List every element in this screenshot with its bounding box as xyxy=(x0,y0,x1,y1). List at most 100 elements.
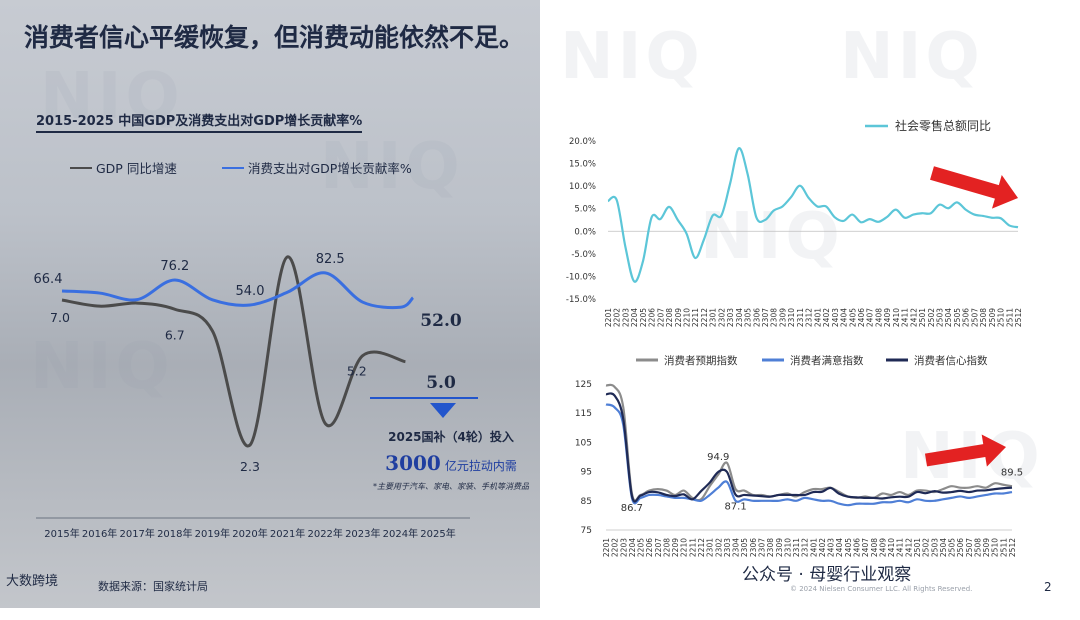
retail-x-tick-label: 2201 xyxy=(604,308,613,327)
retail-x-tick-label: 2509 xyxy=(988,308,997,327)
confidence-series-line xyxy=(605,403,1013,507)
confidence-y-tick-label: 75 xyxy=(581,526,592,536)
retail-y-tick-label: 20.0% xyxy=(569,137,596,147)
confidence-x-tick-label: 2507 xyxy=(965,538,974,557)
retail-x-tick-label: 2210 xyxy=(683,308,692,327)
retail-x-tick-label: 2307 xyxy=(761,308,770,327)
retail-x-tick-label: 2302 xyxy=(717,308,726,327)
confidence-legend-label: 消费者信心指数 xyxy=(914,354,988,367)
trend-arrow-icon xyxy=(930,166,1018,209)
confidence-x-tick-label: 2212 xyxy=(697,538,706,557)
retail-y-tick-label: 10.0% xyxy=(569,182,596,192)
confidence-x-tick-label: 2503 xyxy=(930,538,939,557)
consumption-legend-swatch xyxy=(222,166,244,169)
gdp-data-label: 6.7 xyxy=(165,327,185,342)
confidence-series-line xyxy=(605,383,1013,502)
gdp-chart: 2015年 2016年 2017年 2018年 2019年 2020年 2021年 2022年… xyxy=(34,252,478,540)
confidence-x-tick-label: 2301 xyxy=(706,538,715,557)
page-number: 2 xyxy=(1044,580,1052,594)
consumption-data-label: 82.5 xyxy=(316,252,345,267)
retail-x-tick-label: 2204 xyxy=(630,308,639,327)
confidence-x-tick-label: 2210 xyxy=(680,538,689,557)
retail-y-tick-label: -10.0% xyxy=(566,272,596,282)
retail-x-tick-label: 2205 xyxy=(639,308,648,327)
retail-y-tick-label: 15.0% xyxy=(569,160,596,170)
gdp-x-tick-label: 2016年 xyxy=(82,527,117,540)
retail-x-tick-label: 2301 xyxy=(709,308,718,327)
retail-x-tick-label: 2510 xyxy=(997,308,1006,327)
confidence-x-tick-label: 2501 xyxy=(913,538,922,557)
confidence-x-tick-label: 2202 xyxy=(611,538,620,557)
retail-x-tick-label: 2207 xyxy=(656,308,665,327)
confidence-x-tick-label: 2302 xyxy=(714,538,723,557)
gdp-x-tick-label: 2015年 xyxy=(44,527,79,540)
confidence-x-tick-label: 2309 xyxy=(775,538,784,557)
watermark: NIQ xyxy=(40,60,184,134)
confidence-x-tick-label: 2502 xyxy=(922,538,931,557)
confidence-x-tick-label: 2506 xyxy=(956,538,965,557)
confidence-x-tick-label: 2205 xyxy=(637,538,646,557)
confidence-x-tick-label: 2407 xyxy=(861,538,870,557)
confidence-y-tick-label: 115 xyxy=(575,409,592,419)
confidence-x-tick-label: 2209 xyxy=(671,538,680,557)
right-panel-background xyxy=(540,0,1080,608)
gdp-legend-label: GDP 同比增速 xyxy=(96,161,177,176)
confidence-x-tick-label: 2211 xyxy=(688,538,697,557)
retail-x-tick-label: 2505 xyxy=(953,308,962,327)
gdp-data-label: 7.0 xyxy=(50,310,70,325)
confidence-x-tick-label: 2310 xyxy=(783,538,792,557)
subsidy-line1: 2025国补（4轮）投入 xyxy=(388,430,514,444)
confidence-x-tick-label: 2308 xyxy=(766,538,775,557)
triangle-down-icon xyxy=(430,403,456,418)
retail-x-tick-label: 2309 xyxy=(778,308,787,327)
confidence-x-tick-label: 2509 xyxy=(982,538,991,557)
gdp-x-tick-label: 2020年 xyxy=(232,527,267,540)
confidence-y-tick-label: 85 xyxy=(581,497,592,507)
retail-x-tick-label: 2503 xyxy=(935,308,944,327)
confidence-x-tick-label: 2505 xyxy=(948,538,957,557)
confidence-x-tick-label: 2307 xyxy=(757,538,766,557)
confidence-series-line xyxy=(605,392,1013,503)
footer-brand: 大数跨境 xyxy=(6,574,59,589)
gdp-data-label: 2.3 xyxy=(240,459,260,474)
gdp-series-line xyxy=(61,255,406,448)
confidence-y-tick-label: 125 xyxy=(575,380,592,390)
retail-x-tick-label: 2211 xyxy=(691,308,700,327)
retail-x-tick-label: 2308 xyxy=(770,308,779,327)
confidence-x-tick-label: 2311 xyxy=(792,538,801,557)
confidence-x-tick-label: 2510 xyxy=(991,538,1000,557)
retail-x-tick-label: 2310 xyxy=(787,308,796,327)
subsidy-amount: 3000 xyxy=(385,451,441,475)
confidence-x-tick-label: 2203 xyxy=(619,538,628,557)
gdp-x-tick-label: 2023年 xyxy=(345,527,380,540)
retail-y-tick-label: -5.0% xyxy=(571,250,596,260)
confidence-x-tick-label: 2201 xyxy=(602,538,611,557)
retail-x-tick-label: 2306 xyxy=(752,308,761,327)
confidence-x-tick-label: 2305 xyxy=(740,538,749,557)
gdp-data-label: 5.2 xyxy=(347,364,367,379)
retail-x-tick-label: 2404 xyxy=(840,308,849,327)
retail-x-tick-label: 2403 xyxy=(831,308,840,327)
retail-x-tick-label: 2212 xyxy=(700,308,709,327)
subsidy-note: *主要用于汽车、家电、家装、手机等消费品 xyxy=(373,482,529,491)
retail-x-tick-label: 2502 xyxy=(927,308,936,327)
copyright: © 2024 Nielsen Consumer LLC. All Rights … xyxy=(790,585,973,593)
retail-x-tick-label: 2401 xyxy=(813,308,822,327)
confidence-x-tick-label: 2207 xyxy=(654,538,663,557)
confidence-y-tick-label: 105 xyxy=(575,438,592,448)
subsidy-annotation: 2025国补（4轮）投入 3000 亿元拉动内需 *主要用于汽车、家电、家装、手机… xyxy=(372,428,530,492)
confidence-legend-label: 消费者预期指数 xyxy=(664,354,738,367)
source-note: 数据来源：国家统计局 xyxy=(98,580,208,593)
confidence-x-tick-label: 2403 xyxy=(827,538,836,557)
confidence-x-tick-label: 2401 xyxy=(809,538,818,557)
confidence-x-tick-label: 2404 xyxy=(835,538,844,557)
consumption-data-label: 54.0 xyxy=(236,284,265,299)
watermark: NIQ xyxy=(840,20,984,94)
gdp-legend-swatch xyxy=(70,166,92,169)
gdp-x-tick-label: 2017年 xyxy=(119,527,154,540)
confidence-x-tick-label: 2204 xyxy=(628,538,637,557)
retail-x-tick-label: 2512 xyxy=(1014,308,1023,327)
retail-x-tick-label: 2305 xyxy=(744,308,753,327)
retail-x-tick-label: 2206 xyxy=(648,308,657,327)
watermark: NIQ xyxy=(560,20,704,94)
